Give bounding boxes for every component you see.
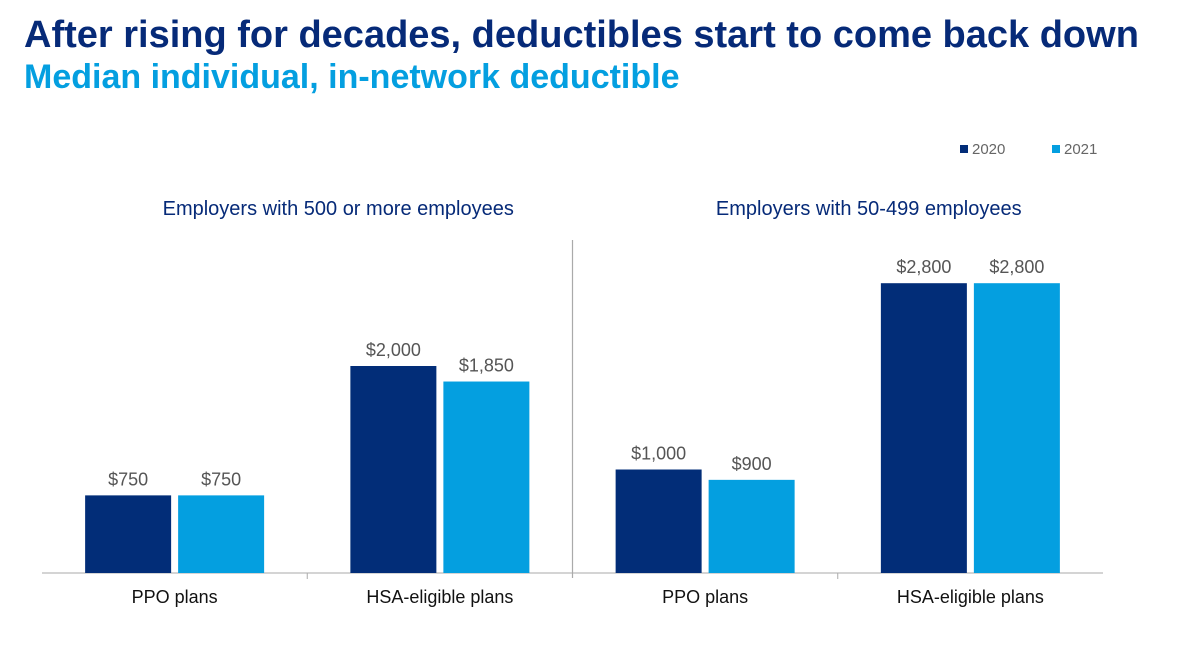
group-title-2: Employers with 50-499 employees (716, 198, 1022, 220)
data-label-2020: $1,000 (631, 444, 686, 464)
bar-2021 (708, 479, 795, 573)
x-tick-label: HSA-eligible plans (366, 587, 513, 607)
bar-2020 (880, 283, 967, 573)
data-label-2020: $2,800 (896, 257, 951, 277)
bar-2020 (615, 469, 702, 573)
bar-2021 (973, 283, 1060, 573)
legend-label-2021: 2021 (1064, 141, 1097, 158)
data-label-2021: $2,800 (989, 257, 1044, 277)
chart-subtitle: Median individual, in-network deductible (24, 58, 680, 96)
legend-swatch-2020 (960, 145, 968, 153)
group-title-1: Employers with 500 or more employees (163, 198, 514, 220)
legend-label-2020: 2020 (972, 141, 1005, 158)
chart-title: After rising for decades, deductibles st… (24, 14, 1139, 56)
x-tick-label: PPO plans (132, 587, 218, 607)
data-label-2020: $750 (108, 469, 148, 489)
bar-2021 (443, 381, 530, 573)
legend-swatch-2021 (1052, 145, 1060, 153)
data-label-2021: $1,850 (459, 356, 514, 376)
data-label-2021: $750 (201, 469, 241, 489)
bar-2021 (178, 495, 265, 573)
x-tick-label: HSA-eligible plans (897, 587, 1044, 607)
x-tick-label: PPO plans (662, 587, 748, 607)
data-label-2021: $900 (732, 454, 772, 474)
data-label-2020: $2,000 (366, 340, 421, 360)
bar-2020 (350, 366, 437, 573)
bar-2020 (85, 495, 172, 573)
